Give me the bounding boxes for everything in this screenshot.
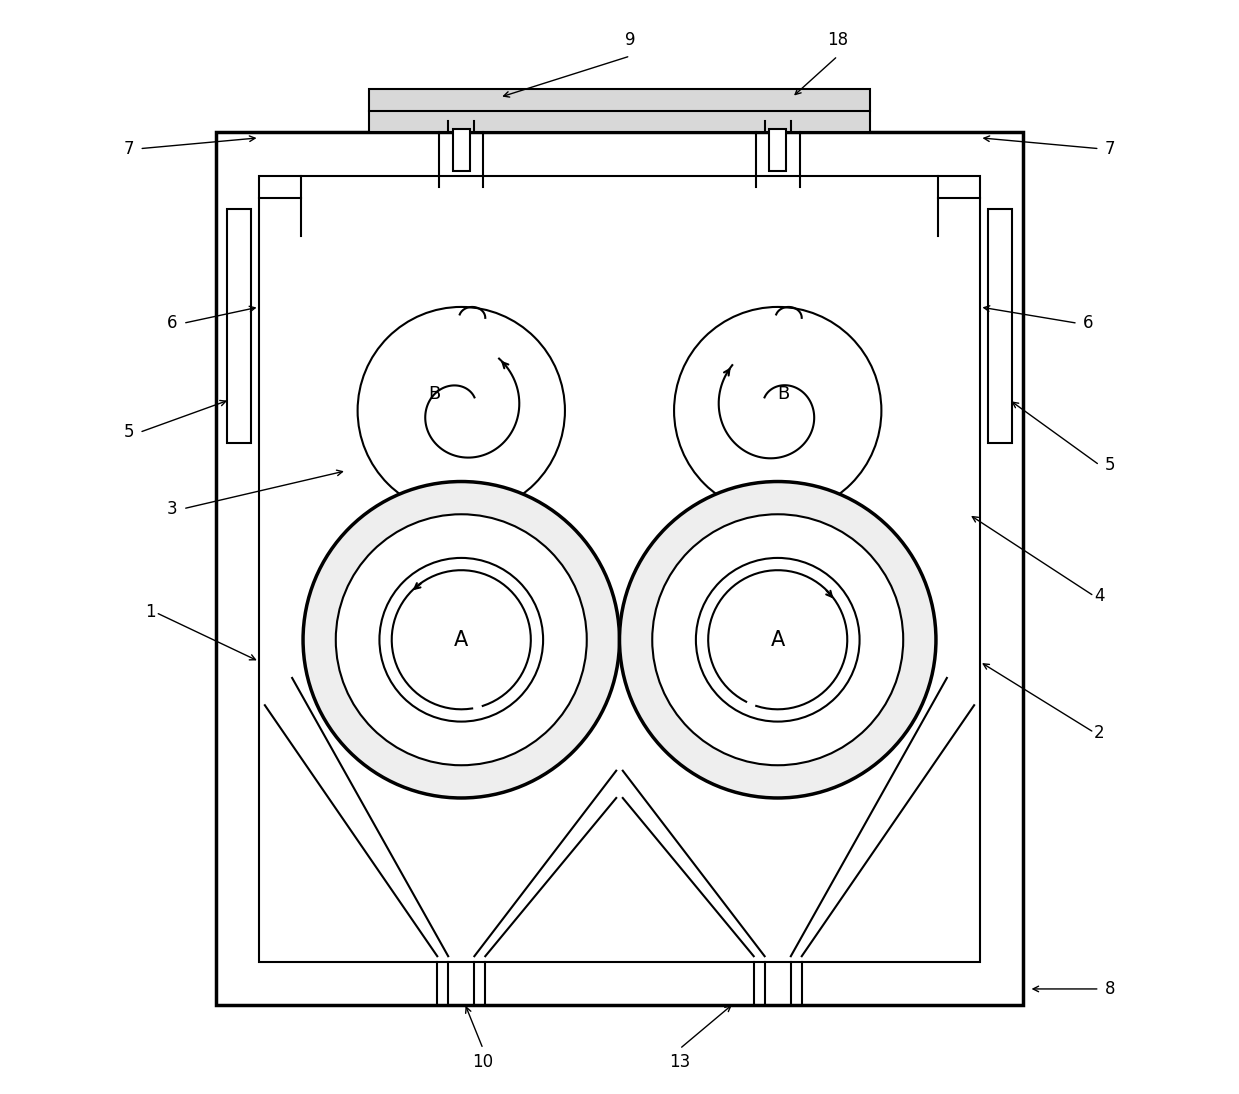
Text: 2: 2	[1094, 723, 1105, 742]
Circle shape	[304, 481, 620, 798]
Bar	[368, 89, 871, 132]
Circle shape	[336, 514, 587, 765]
Circle shape	[696, 558, 860, 722]
Text: A: A	[455, 630, 468, 650]
Text: 8: 8	[1105, 980, 1115, 998]
Bar	[216, 132, 1023, 1005]
Text: 6: 6	[167, 314, 177, 333]
Text: 13: 13	[669, 1054, 690, 1071]
Text: 5: 5	[1105, 456, 1115, 474]
Text: 3: 3	[167, 500, 177, 517]
Text: 7: 7	[124, 140, 134, 158]
Text: 6: 6	[1083, 314, 1094, 333]
Bar	[452, 129, 470, 171]
Text: 1: 1	[145, 604, 156, 621]
Text: 5: 5	[124, 423, 134, 441]
Bar	[989, 209, 1012, 443]
Text: B: B	[777, 385, 789, 404]
Circle shape	[358, 307, 565, 514]
Text: 4: 4	[1094, 587, 1105, 605]
Text: B: B	[427, 385, 440, 404]
Circle shape	[652, 514, 903, 765]
Circle shape	[379, 558, 543, 722]
Circle shape	[674, 307, 881, 514]
Bar	[259, 176, 980, 962]
Bar	[769, 129, 787, 171]
Text: A: A	[771, 630, 784, 650]
Text: 7: 7	[1105, 140, 1115, 158]
Text: 9: 9	[626, 31, 636, 48]
Text: 18: 18	[828, 31, 849, 48]
Bar	[227, 209, 250, 443]
Circle shape	[620, 481, 935, 798]
Text: 10: 10	[472, 1054, 493, 1071]
